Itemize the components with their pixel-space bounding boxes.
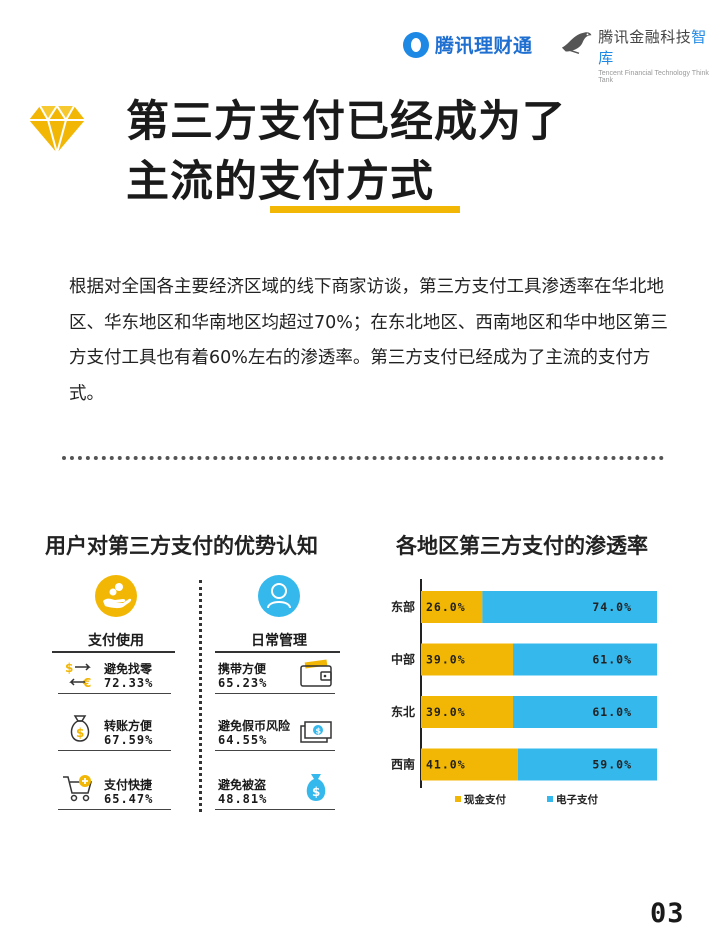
svg-text:$: $: [76, 726, 84, 740]
item-rule: [215, 693, 335, 694]
category-label-daily: 日常管理: [251, 633, 307, 649]
data-label: 26.0%: [426, 600, 466, 614]
banknotes-icon: $: [300, 721, 332, 743]
item-rule: [215, 809, 335, 810]
item-label-counterfeit: 避免假币风险: [218, 719, 291, 733]
logo1-text: 腾讯理财通: [435, 35, 533, 57]
svg-text:$: $: [312, 785, 320, 799]
category-rule: [52, 651, 175, 653]
category-label-payment: 支付使用: [88, 633, 144, 649]
item-label-avoid-change: 避免找零: [104, 662, 153, 676]
item-value-theft: 48.81%: [218, 792, 268, 806]
user-icon: [258, 575, 300, 617]
item-value-avoid-change: 72.33%: [104, 676, 154, 690]
benefits-heading: 用户对第三方支付的优势认知: [45, 534, 318, 558]
legend-swatch: [455, 796, 461, 802]
title-underline: [270, 206, 460, 213]
category-label: 东部: [391, 599, 415, 614]
page-number: 03: [650, 898, 685, 929]
electronic-bar: [513, 696, 657, 728]
category-label: 中部: [391, 652, 415, 667]
item-label-fast-pay: 支付快捷: [104, 778, 153, 792]
licaitong-logo-icon: [403, 31, 429, 58]
wallet-icon: [300, 659, 332, 687]
title-line-2: 主流的支付方式: [126, 157, 434, 207]
item-label-portable: 携带方便: [218, 662, 267, 676]
legend-swatch: [547, 796, 553, 802]
data-label: 39.0%: [426, 705, 466, 719]
electronic-bar: [517, 748, 657, 781]
money-bag-icon: $: [70, 715, 90, 742]
currency-exchange-icon: $ €: [65, 661, 91, 690]
legend-label: 电子支付: [556, 793, 598, 806]
cash-bar: [421, 748, 518, 781]
data-label: 61.0%: [592, 705, 632, 719]
cash-bar: [421, 643, 514, 676]
category-label: 西南: [391, 757, 415, 772]
bird-logo-icon: [561, 32, 592, 55]
item-rule: [58, 693, 171, 694]
data-label: 61.0%: [592, 653, 632, 667]
cart-icon: [63, 775, 92, 802]
logo2-text: 腾讯金融科技智库: [598, 28, 707, 67]
title-line-1: 第三方支付已经成为了: [126, 97, 566, 147]
cash-bar: [421, 696, 514, 728]
svg-text:€: €: [82, 676, 91, 690]
data-label: 74.0%: [592, 600, 632, 614]
item-value-portable: 65.23%: [218, 676, 268, 690]
svg-text:$: $: [316, 727, 322, 736]
data-label: 59.0%: [592, 758, 632, 772]
category-label: 东北: [391, 704, 415, 719]
dollar-bag-icon: $: [306, 774, 326, 801]
tencent-licaitong-logo: 腾讯理财通: [403, 31, 533, 58]
item-label-transfer: 转账方便: [104, 719, 153, 733]
item-value-fast-pay: 65.47%: [104, 792, 154, 806]
legend-label: 现金支付: [464, 793, 506, 806]
data-label: 41.0%: [426, 758, 466, 772]
cash-bar: [421, 591, 483, 623]
svg-text:$: $: [65, 661, 73, 675]
data-label: 39.0%: [426, 653, 466, 667]
item-rule: [58, 809, 171, 810]
page-title: 第三方支付已经成为了 主流的支付方式: [126, 92, 566, 212]
hand-coins-icon: [95, 575, 137, 617]
chart-heading: 各地区第三方支付的渗透率: [396, 534, 648, 558]
body-paragraph: 根据对全国各主要经济区域的线下商家访谈，第三方支付工具渗透率在华北地区、华东地区…: [69, 277, 668, 404]
electronic-bar: [513, 643, 657, 676]
dotted-divider: [62, 456, 664, 460]
penetration-chart: 东部 26.0% 74.0% 中部 39.0% 61.0% 东北 39.0% 61.0% 西南 41…: [391, 579, 657, 806]
item-value-transfer: 67.59%: [104, 733, 154, 747]
diamond-icon: [29, 104, 85, 154]
category-rule: [215, 651, 340, 653]
electronic-bar: [482, 591, 657, 623]
item-rule: [215, 750, 335, 751]
logo2-subtext: Tencent Financial Technology Think Tank: [598, 70, 709, 84]
item-value-counterfeit: 64.55%: [218, 733, 268, 747]
item-label-theft: 避免被盗: [218, 778, 267, 792]
column-separator: [199, 580, 202, 812]
tencent-fintech-thinktank-logo: 腾讯金融科技智库 Tencent Financial Technology Th…: [560, 26, 719, 84]
item-rule: [58, 750, 171, 751]
